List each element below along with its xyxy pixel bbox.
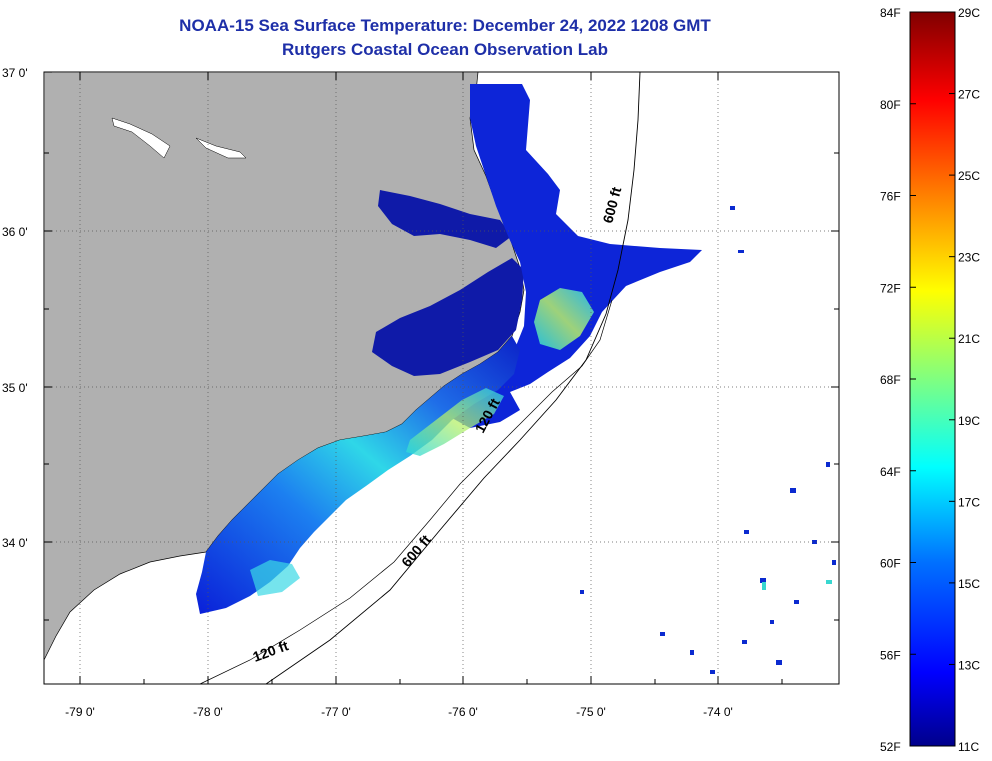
colorbar-fahrenheit-label: 68F <box>880 373 901 387</box>
colorbar-celsius-label: 13C <box>958 658 980 672</box>
southern-shelf-sst <box>196 336 520 614</box>
colorbar-fahrenheit-label: 80F <box>880 98 901 112</box>
lon-label: -75 0' <box>576 705 606 719</box>
lon-label: -79 0' <box>65 705 95 719</box>
colorbar-celsius-label: 17C <box>958 495 980 509</box>
lat-label: 36 0' <box>2 225 28 239</box>
river-inlet <box>111 117 171 159</box>
colorbar-fahrenheit-label: 52F <box>880 740 901 754</box>
colorbar-celsius-label: 19C <box>958 414 980 428</box>
colorbar-celsius-label: 21C <box>958 332 980 346</box>
lat-lon-grid <box>44 72 839 684</box>
isobath-600ft <box>265 71 641 685</box>
colorbar-celsius-label: 23C <box>958 251 980 265</box>
colorbar-celsius-label: 25C <box>958 169 980 183</box>
map-title: NOAA-15 Sea Surface Temperature: Decembe… <box>179 16 711 35</box>
colorbar-fahrenheit-label: 56F <box>880 648 901 662</box>
northern-shelf-sst <box>452 84 702 428</box>
river-inlet <box>195 137 247 159</box>
lon-label: -74 0' <box>703 705 733 719</box>
lon-label: -76 0' <box>448 705 478 719</box>
lat-label: 37 0' <box>2 66 28 80</box>
colorbar-celsius-label: 27C <box>958 88 980 102</box>
raleigh-bay-warm-patch <box>250 560 300 596</box>
lat-label: 35 0' <box>2 381 28 395</box>
offshore-data-pixels <box>580 206 836 674</box>
onslow-bay-warm-band <box>406 388 504 456</box>
colorbar-celsius-label: 11C <box>958 740 979 754</box>
colorbar-celsius-label: 29C <box>958 6 980 20</box>
axis-ticks <box>44 71 839 684</box>
isobath-120ft <box>199 299 613 685</box>
colorbar-fahrenheit-label: 64F <box>880 465 901 479</box>
cape-hatteras-warm-band <box>534 288 594 350</box>
colorbar-fahrenheit-label: 76F <box>880 190 901 204</box>
colorbar-gradient <box>909 11 956 747</box>
lat-label: 34 0' <box>2 536 28 550</box>
colorbar-celsius-label: 15C <box>958 577 980 591</box>
colorbar-fahrenheit-label: 84F <box>880 6 901 20</box>
pamlico-sound <box>372 258 524 376</box>
albemarle-sound <box>378 190 512 248</box>
warm-pixel <box>826 580 832 584</box>
colorbar-fahrenheit-label: 72F <box>880 281 901 295</box>
map-subtitle: Rutgers Coastal Ocean Observation Lab <box>282 40 608 59</box>
lon-label: -77 0' <box>321 705 351 719</box>
lon-label: -78 0' <box>193 705 223 719</box>
colorbar-fahrenheit-label: 60F <box>880 557 901 571</box>
warm-pixel <box>762 582 766 590</box>
